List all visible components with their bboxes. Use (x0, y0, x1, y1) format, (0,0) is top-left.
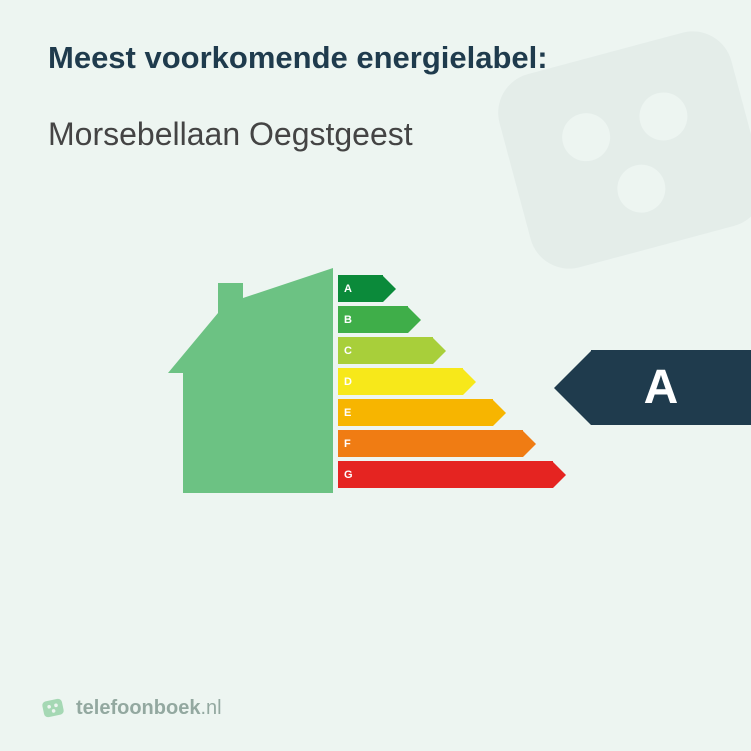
title: Meest voorkomende energielabel: (48, 40, 703, 76)
energy-label-card: Meest voorkomende energielabel: Morsebel… (0, 0, 751, 751)
energy-bars: A B C D E F G (338, 273, 566, 490)
indicator-body: A (591, 350, 751, 425)
footer-brand: telefoonboek.nl (76, 697, 222, 720)
indicator-arrow (554, 351, 591, 425)
rating-indicator: A (554, 350, 751, 425)
bar-label: E (344, 407, 351, 419)
house-icon (168, 268, 333, 493)
energy-bar-e: E (338, 397, 566, 428)
footer-brand-name: telefoonboek (76, 697, 200, 719)
energy-bar-g: G (338, 459, 566, 490)
bar-label: C (344, 345, 352, 357)
energy-bar-f: F (338, 428, 566, 459)
energy-bar-a: A (338, 273, 566, 304)
bar-label: A (344, 283, 352, 295)
energy-bar-c: C (338, 335, 566, 366)
footer-logo-icon (40, 695, 66, 721)
footer: telefoonboek.nl (40, 695, 222, 721)
footer-brand-tld: .nl (200, 697, 221, 719)
indicator-letter: A (644, 360, 679, 415)
bar-label: F (344, 438, 351, 450)
bar-label: D (344, 376, 352, 388)
subtitle: Morsebellaan Oegstgeest (48, 116, 703, 153)
bar-label: G (344, 469, 353, 481)
energy-bar-b: B (338, 304, 566, 335)
energy-bar-d: D (338, 366, 566, 397)
bar-label: B (344, 314, 352, 326)
